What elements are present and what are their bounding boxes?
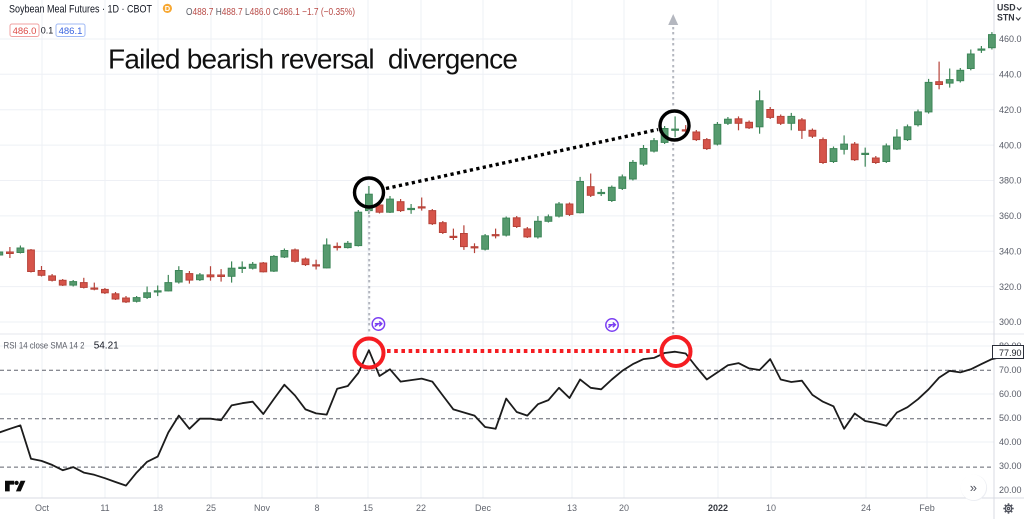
- svg-text:15: 15: [363, 503, 373, 513]
- svg-text:»: »: [970, 480, 977, 495]
- svg-text:18: 18: [153, 503, 163, 513]
- svg-text:54.21: 54.21: [94, 341, 119, 352]
- svg-text:380.0: 380.0: [999, 176, 1022, 186]
- svg-text:Nov: Nov: [254, 503, 271, 513]
- svg-text:25: 25: [206, 503, 216, 513]
- svg-text:Feb: Feb: [919, 503, 935, 513]
- svg-text:2022: 2022: [708, 503, 728, 513]
- svg-text:10: 10: [766, 503, 776, 513]
- svg-text:RSI 14 close SMA 14 2: RSI 14 close SMA 14 2: [4, 341, 85, 352]
- svg-text:22: 22: [416, 503, 426, 513]
- svg-text:Soybean Meal Futures · 1D · CB: Soybean Meal Futures · 1D · CBOT: [9, 4, 152, 16]
- svg-text:24: 24: [861, 503, 871, 513]
- svg-text:440.0: 440.0: [999, 70, 1022, 80]
- svg-text:360.0: 360.0: [999, 211, 1022, 221]
- svg-text:Failed bearish reversal diver: Failed bearish reversal divergence: [108, 44, 518, 75]
- svg-text:400.0: 400.0: [999, 140, 1022, 150]
- svg-text:D: D: [165, 4, 171, 13]
- svg-text:Dec: Dec: [475, 503, 492, 513]
- svg-text:486.1: 486.1: [59, 26, 83, 37]
- svg-text:460.0: 460.0: [999, 34, 1022, 44]
- svg-text:20.00: 20.00: [999, 485, 1022, 495]
- svg-text:0.1: 0.1: [41, 26, 54, 36]
- svg-text:40.00: 40.00: [999, 437, 1022, 447]
- svg-text:300.0: 300.0: [999, 317, 1022, 327]
- svg-text:20: 20: [619, 503, 629, 513]
- svg-text:420.0: 420.0: [999, 105, 1022, 115]
- svg-text:70.00: 70.00: [999, 365, 1022, 375]
- svg-text:STN: STN: [997, 13, 1015, 23]
- svg-text:13: 13: [567, 503, 577, 513]
- svg-text:30.00: 30.00: [999, 461, 1022, 471]
- svg-text:77.90: 77.90: [999, 348, 1022, 358]
- svg-text:60.00: 60.00: [999, 389, 1022, 399]
- svg-text:486.0: 486.0: [13, 26, 37, 37]
- svg-text:8: 8: [314, 503, 319, 513]
- svg-text:50.00: 50.00: [999, 413, 1022, 423]
- svg-text:Oct: Oct: [35, 503, 50, 513]
- svg-text:O488.7 H488.7 L486.0 C486.1 −1: O488.7 H488.7 L486.0 C486.1 −1.7 (−0.35%…: [186, 7, 355, 18]
- svg-text:USD: USD: [997, 3, 1016, 13]
- svg-text:11: 11: [100, 503, 109, 513]
- svg-text:340.0: 340.0: [999, 246, 1022, 256]
- svg-text:320.0: 320.0: [999, 282, 1022, 292]
